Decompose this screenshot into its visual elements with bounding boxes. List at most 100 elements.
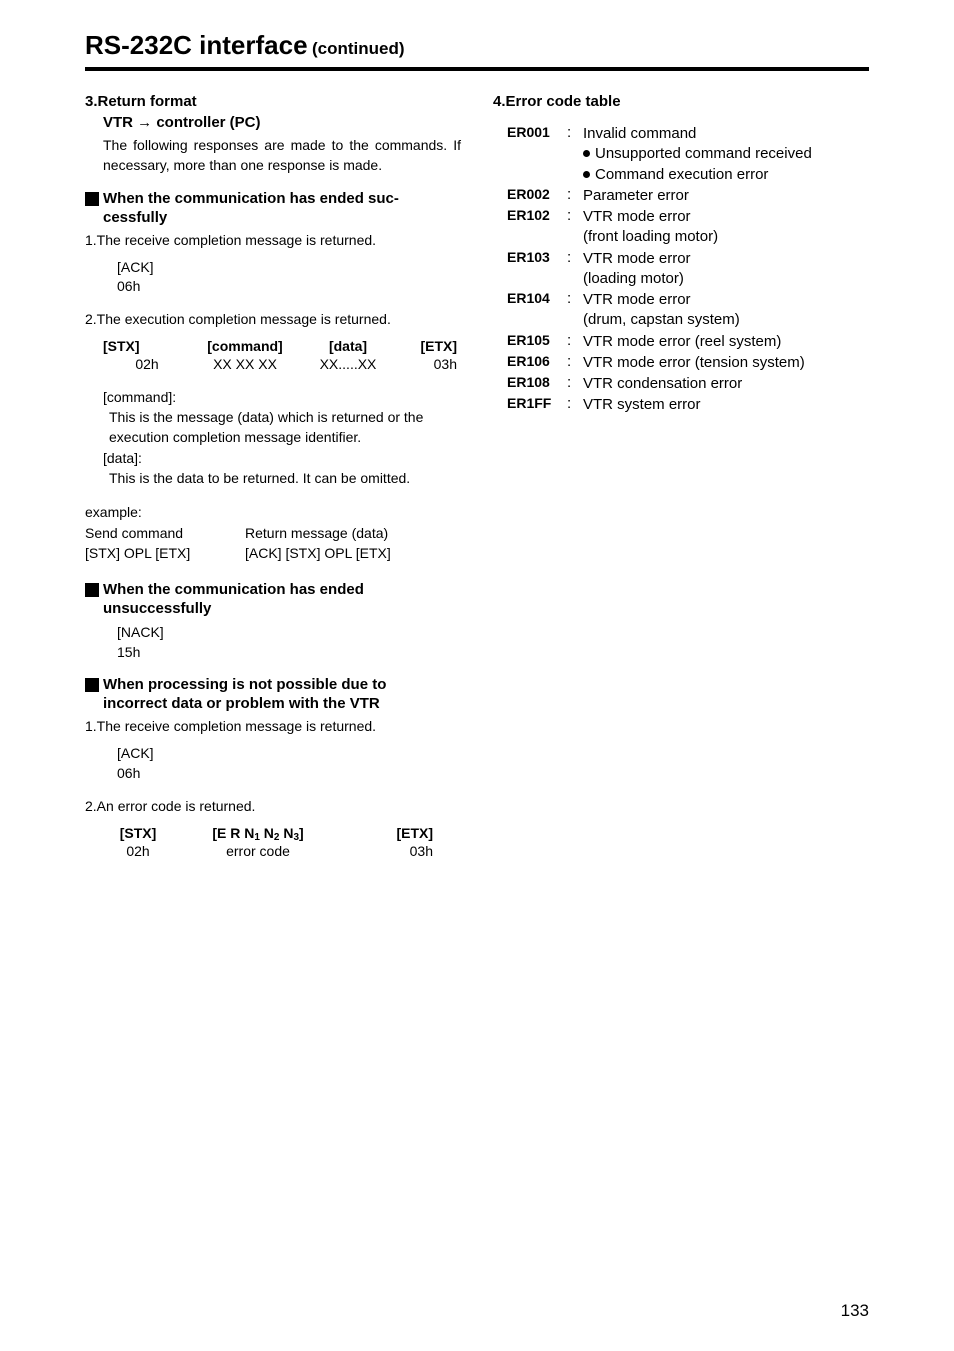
error-desc: VTR mode error(loading motor) [583,249,869,290]
ex-return-h: Return message (data) [245,523,388,543]
error-code: ER104 [507,290,567,306]
bullet-icon [583,150,590,157]
square-bullet-icon [85,678,99,692]
error-desc-main: VTR mode error (tension system) [583,353,869,373]
eth-stx: [STX] [103,824,173,842]
success-heading-text: When the communication has ended suc- [103,190,399,207]
error-code: ER108 [507,374,567,390]
colon: : [567,374,583,391]
error-code: ER106 [507,353,567,369]
th-command: [command] [191,337,299,355]
section-3-intro: The following responses are made to the … [103,135,461,176]
error-desc: VTR mode error (reel system) [583,332,869,352]
error-desc: VTR condensation error [583,374,869,394]
success-heading-cont: cessfully [103,209,461,226]
bullet-text: Unsupported command received [595,144,812,164]
error-code: ER001 [507,124,567,140]
colon: : [567,207,583,224]
square-bullet-icon [85,583,99,597]
colon: : [567,332,583,349]
error-desc-main: Parameter error [583,186,869,206]
error-desc: VTR mode error (tension system) [583,353,869,373]
error-proc-heading: When processing is not possible due to [85,676,461,693]
colon: : [567,290,583,307]
error-desc-sub: (front loading motor) [583,227,869,247]
error-desc-main: VTR mode error [583,290,869,310]
table-data-row: 02h XX XX XX XX.....XX 03h [103,355,461,373]
command-label: [command]: [103,387,461,407]
error-row: ER102:VTR mode error(front loading motor… [507,207,869,248]
error-desc: VTR mode error(front loading motor) [583,207,869,248]
td-command: XX XX XX [191,355,299,373]
error-bullet: Unsupported command received [583,144,869,164]
ack-value-2: 06h [117,764,461,784]
square-bullet-icon [85,192,99,206]
ack-value: 06h [117,277,461,297]
ex-send-h: Send command [85,523,245,543]
success-heading: When the communication has ended suc- [85,190,461,207]
eth-ern: [E R N1 N2 N3] [173,824,343,842]
eth-etx: [ETX] [343,824,433,842]
error-code: ER002 [507,186,567,202]
err-table-data: 02h error code 03h [103,842,461,860]
error-desc-main: VTR mode error [583,249,869,269]
error-bullet: Command execution error [583,165,869,185]
th-data: [data] [299,337,397,355]
error-row: ER103:VTR mode error(loading motor) [507,249,869,290]
error-code: ER103 [507,249,567,265]
error-step-2: 2.An error code is returned. [85,798,461,814]
data-label: [data]: [103,448,461,468]
colon: : [567,186,583,203]
error-desc-sub: (loading motor) [583,269,869,289]
error-desc: VTR system error [583,395,869,415]
error-proc-heading-text: When processing is not possible due to [103,676,386,693]
section-3-heading: 3.Return format [85,93,461,110]
error-desc-main: VTR condensation error [583,374,869,394]
continued-label: (continued) [312,39,405,58]
success-step-2: 2.The execution completion message is re… [85,311,461,327]
error-row: ER108:VTR condensation error [507,374,869,394]
bullet-icon [583,171,590,178]
th-etx: [ETX] [397,337,457,355]
error-desc: Parameter error [583,186,869,206]
bullet-text: Command execution error [595,165,768,185]
error-desc: VTR mode error(drum, capstan system) [583,290,869,331]
fail-heading-cont: unsuccessfully [103,600,461,617]
etd-etx: 03h [343,842,433,860]
error-code: ER105 [507,332,567,348]
section-4-heading: 4.Error code table [493,93,869,110]
error-code-table: ER001:Invalid commandUnsupported command… [507,124,869,416]
colon: : [567,395,583,412]
error-proc-heading-cont: incorrect data or problem with the VTR [103,695,461,712]
page-number: 133 [841,1301,869,1321]
page-title: RS-232C interface [85,30,308,60]
ack-label-2: [ACK] [117,744,461,764]
example-block: example: Send command Return message (da… [85,502,461,563]
error-row: ER1FF:VTR system error [507,395,869,415]
error-row: ER002:Parameter error [507,186,869,206]
error-code: ER1FF [507,395,567,411]
etd-text: error code [173,842,343,860]
table-header-row: [STX] [command] [data] [ETX] [103,337,461,355]
error-row: ER001:Invalid commandUnsupported command… [507,124,869,185]
error-row: ER104:VTR mode error(drum, capstan syste… [507,290,869,331]
colon: : [567,249,583,266]
nack-block: [NACK] 15h [117,623,461,662]
err-table-header: [STX] [E R N1 N2 N3] [ETX] [103,824,461,842]
return-format-table: [STX] [command] [data] [ETX] 02h XX XX X… [103,337,461,373]
left-column: 3.Return format VTR → controller (PC) Th… [85,93,461,874]
fail-heading: When the communication has ended [85,581,461,598]
error-desc-main: Invalid command [583,124,869,144]
vtr-controller-heading: VTR → controller (PC) [103,114,461,131]
error-desc: Invalid commandUnsupported command recei… [583,124,869,185]
ex-send: [STX] OPL [ETX] [85,543,245,563]
error-desc-main: VTR system error [583,395,869,415]
command-text: This is the message (data) which is retu… [109,407,461,448]
ack-label: [ACK] [117,258,461,278]
title-divider [85,67,869,71]
th-stx: [STX] [103,337,191,355]
etd-stx: 02h [103,842,173,860]
success-step-1: 1.The receive completion message is retu… [85,232,461,248]
error-desc-sub: (drum, capstan system) [583,310,869,330]
example-header-row: Send command Return message (data) [85,523,461,543]
